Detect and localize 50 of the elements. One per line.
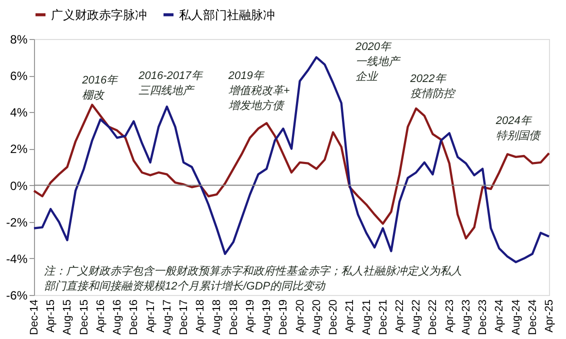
x-tick-label: Apr-19 <box>244 300 256 333</box>
x-tick-label: Apr-15 <box>45 300 58 333</box>
x-tick-label: Dec-24 <box>526 300 539 335</box>
y-tick-label: 6% <box>10 69 28 84</box>
x-tick-label: Aug-15 <box>62 300 74 335</box>
legend-label: 私人部门社融脉冲 <box>179 8 275 22</box>
x-tick-label: Dec-23 <box>477 300 490 335</box>
x-tick-label: Aug-24 <box>510 300 522 335</box>
x-tick-label: Apr-24 <box>494 300 506 333</box>
x-tick-label: Apr-18 <box>194 300 207 333</box>
x-tick-label: Dec-20 <box>328 300 340 335</box>
annotation: 2022年疫情防控 <box>409 72 456 100</box>
x-tick-label: Aug-18 <box>211 300 224 335</box>
x-tick-label: Aug-20 <box>310 300 323 335</box>
y-tick-label: -2% <box>6 215 28 230</box>
x-tick-label: Apr-25 <box>544 300 556 333</box>
annotation: 2016年棚改 <box>81 74 119 102</box>
y-tick-label: -6% <box>6 288 28 302</box>
x-tick-label: Apr-20 <box>294 300 306 333</box>
line-series <box>32 56 550 264</box>
y-tick-label: 2% <box>10 142 28 156</box>
annotation: 2024年特别国债 <box>494 114 542 142</box>
x-tick-label: Aug-21 <box>360 300 373 335</box>
x-tick-label: Aug-22 <box>410 300 423 335</box>
x-tick-label: Dec-18 <box>228 300 240 335</box>
x-tick-label: Aug-16 <box>112 300 124 335</box>
x-tick-label: Dec-19 <box>278 300 290 335</box>
annotation: 2016-2017年三四线地产 <box>138 70 204 98</box>
annotation: 注：广义财政赤字包含一般财政预算赤字和政府性基金赤字；私人社融脉冲定义为私人部门直接和间接融资规模12个月累计增长/GDP的同比变动 <box>44 264 462 293</box>
x-tick-label: Dec-16 <box>128 300 140 335</box>
x-tick-label: Dec-21 <box>377 300 390 335</box>
x-tick-label: Dec-17 <box>178 300 190 335</box>
x-tick-label: Aug-19 <box>261 300 274 335</box>
x-tick-label: Aug-17 <box>161 300 174 335</box>
y-tick-label: 8% <box>10 32 28 46</box>
y-tick-label: -4% <box>6 252 28 266</box>
x-tick-label: Dec-15 <box>78 300 90 335</box>
x-tick-label: Aug-23 <box>460 300 472 335</box>
x-tick-label: Apr-22 <box>394 300 406 333</box>
x-tick-label: Apr-17 <box>144 300 157 333</box>
x-tick-label: Apr-23 <box>444 300 456 333</box>
x-tick-label: Dec-14 <box>28 300 40 335</box>
y-tick-label: 4% <box>10 106 28 120</box>
x-tick-label: Apr-21 <box>344 300 356 333</box>
legend-label: 广义财政赤字脉冲 <box>51 8 147 22</box>
annotation: 2020年一线地产企业 <box>354 40 402 83</box>
y-tick-label: 0% <box>10 178 28 193</box>
x-tick-label: Dec-22 <box>427 300 440 335</box>
annotation: 2019年增值税改革+增发地方债 <box>227 70 290 112</box>
x-tick-label: Apr-16 <box>94 300 107 333</box>
